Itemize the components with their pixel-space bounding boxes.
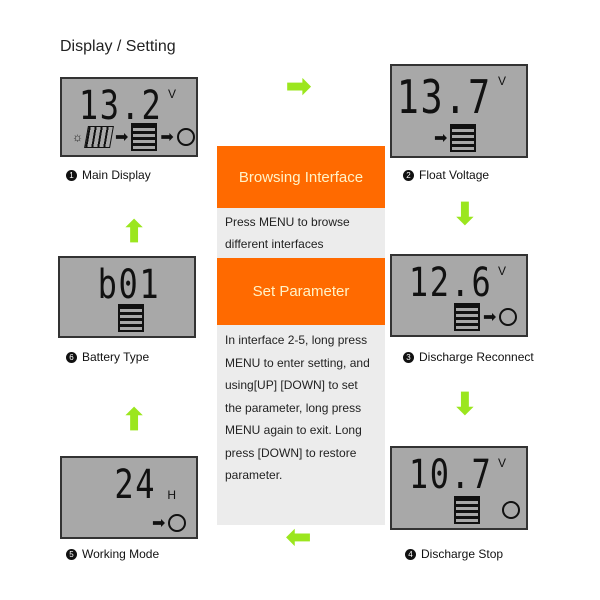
screen-label-4: 4 Discharge Stop: [405, 547, 503, 561]
arrow-right-icon: ➡: [286, 70, 312, 103]
set-parameter-heading: Set Parameter: [217, 258, 385, 325]
lcd-value: 13.2: [78, 83, 162, 129]
lcd-discharge-reconnect: 12.6 V ➡: [390, 254, 528, 337]
screen-label-1: 1 Main Display: [66, 168, 151, 182]
arrow-right-icon: ➡: [152, 515, 166, 532]
browsing-interface-heading: Browsing Interface: [217, 146, 385, 208]
arrow-down-icon: ➡: [448, 200, 482, 226]
battery-icon: [450, 124, 477, 152]
arrow-left-icon: ➡: [286, 521, 312, 554]
battery-icon: [131, 123, 158, 151]
screen-label-3: 3 Discharge Reconnect: [403, 350, 534, 364]
arrow-up-icon: ➡: [117, 406, 151, 432]
arrow-right-icon: ➡: [115, 129, 129, 146]
lcd-main-display: 13.2 V ☼ ➡ ➡: [60, 77, 198, 157]
arrow-up-icon: ➡: [117, 218, 151, 244]
battery-icon: [454, 303, 480, 331]
lcd-battery-type: b01: [58, 256, 196, 338]
bulb-icon: [502, 501, 520, 519]
screen-label-5: 5 Working Mode: [66, 547, 159, 561]
screen-label-6: 6 Battery Type: [66, 350, 149, 364]
battery-icon: [454, 496, 480, 524]
lcd-unit: V: [497, 74, 506, 88]
set-parameter-text: In interface 2-5, long press MENU to ent…: [217, 325, 385, 525]
lcd-working-mode: 24 H ➡: [60, 456, 198, 539]
lcd-discharge-stop: 10.7 V: [390, 446, 528, 530]
bulb-icon: [499, 308, 518, 326]
screen-label-2: 2 Float Voltage: [403, 168, 489, 182]
arrow-right-icon: ➡: [483, 309, 497, 326]
bulb-icon: [176, 128, 195, 146]
lcd-value: b01: [97, 262, 160, 308]
arrow-right-icon: ➡: [160, 129, 174, 146]
lcd-unit: V: [167, 87, 176, 101]
bulb-icon: [168, 514, 187, 532]
battery-icon: [118, 304, 144, 332]
browsing-interface-text: Press MENU to browse different interface…: [217, 208, 385, 258]
sun-icon: ☼: [72, 130, 83, 144]
lcd-unit: V: [497, 264, 506, 278]
page-title: Display / Setting: [60, 38, 176, 55]
lcd-unit: V: [497, 456, 506, 470]
arrow-down-icon: ➡: [448, 390, 482, 416]
lcd-value: 10.7: [408, 452, 492, 498]
lcd-value: 12.6: [408, 260, 492, 306]
lcd-value: 24: [114, 462, 156, 508]
solar-panel-icon: [84, 126, 114, 148]
arrow-right-icon: ➡: [434, 130, 448, 147]
lcd-unit: H: [167, 488, 176, 502]
lcd-value: 13.7: [396, 70, 492, 124]
lcd-float-voltage: 13.7 V ➡: [390, 64, 528, 158]
